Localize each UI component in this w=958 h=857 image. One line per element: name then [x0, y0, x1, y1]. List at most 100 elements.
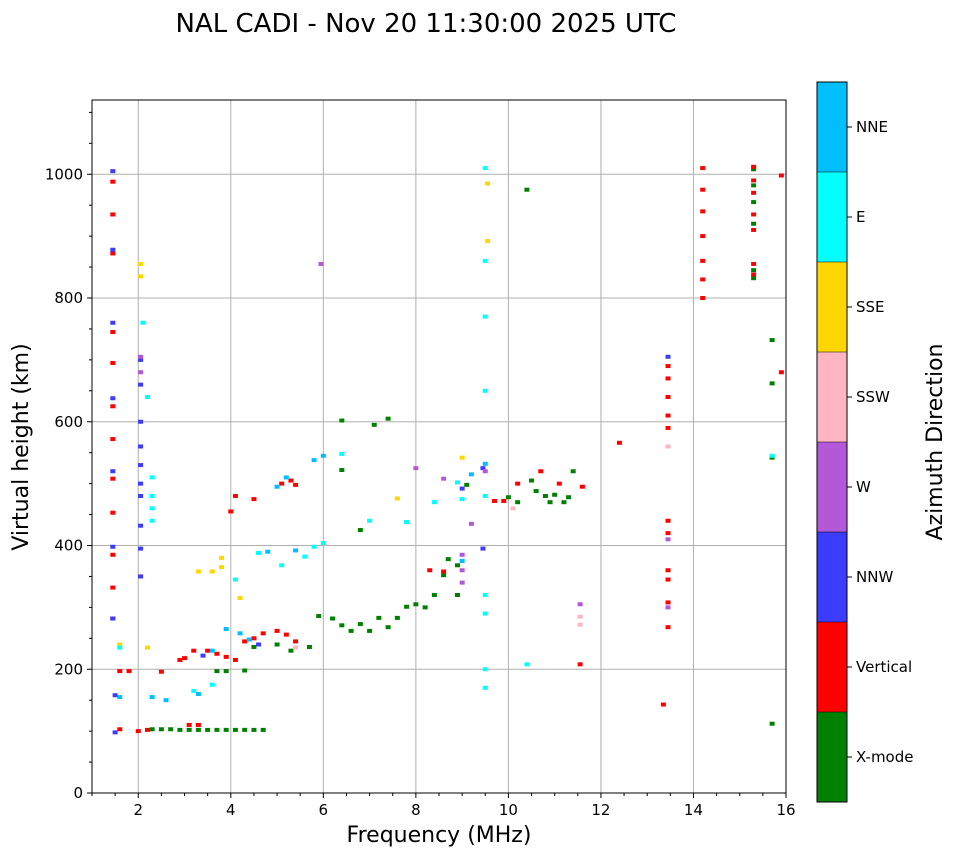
- data-point: [339, 418, 345, 423]
- data-point: [237, 631, 243, 636]
- grid-lines: [92, 100, 786, 793]
- data-point: [468, 521, 474, 526]
- data-point: [228, 509, 234, 514]
- series-sse: [117, 181, 491, 650]
- data-point: [482, 611, 488, 616]
- data-point: [110, 169, 116, 174]
- data-point: [279, 481, 285, 486]
- data-point: [260, 727, 266, 732]
- data-point: [357, 622, 363, 627]
- data-point: [441, 476, 447, 481]
- x-axis-ticks: 2 4 6 8 10 12 14 16: [91, 793, 796, 819]
- data-point: [751, 178, 757, 183]
- data-point: [265, 549, 271, 554]
- data-point: [339, 451, 345, 456]
- data-point: [538, 469, 544, 474]
- data-point: [110, 437, 116, 442]
- data-point: [348, 628, 354, 633]
- data-point: [223, 627, 229, 632]
- data-point: [112, 693, 118, 698]
- data-point: [459, 497, 465, 502]
- data-point: [110, 396, 116, 401]
- data-point: [505, 495, 511, 500]
- data-point: [320, 541, 326, 546]
- data-point: [339, 468, 345, 473]
- data-point: [110, 360, 116, 365]
- data-point: [700, 296, 706, 300]
- data-point: [482, 258, 488, 263]
- data-point: [459, 580, 465, 585]
- data-point: [145, 395, 151, 399]
- data-point: [242, 727, 248, 732]
- data-point: [431, 593, 437, 597]
- data-point: [665, 413, 671, 418]
- data-point: [186, 722, 192, 727]
- data-point: [214, 669, 220, 674]
- data-point: [455, 563, 461, 568]
- data-point: [138, 382, 144, 387]
- data-point: [223, 654, 229, 659]
- data-point: [700, 258, 706, 263]
- data-point: [501, 498, 507, 503]
- colorbar-segment: [817, 442, 847, 532]
- data-point: [200, 653, 206, 658]
- data-point: [480, 546, 486, 551]
- data-point: [205, 648, 211, 653]
- data-point: [110, 476, 116, 481]
- data-point: [138, 419, 144, 424]
- data-point: [214, 727, 220, 732]
- data-point: [110, 247, 116, 252]
- data-point: [306, 644, 312, 649]
- colorbar-segment: [817, 352, 847, 442]
- data-point: [769, 453, 775, 458]
- data-point: [482, 593, 488, 597]
- data-point: [482, 469, 488, 474]
- data-point: [117, 645, 123, 650]
- y-axis-ticks: 0 200 400 600 800 1000: [45, 111, 92, 802]
- data-point: [318, 261, 324, 266]
- data-point: [126, 669, 132, 674]
- data-point: [577, 662, 583, 667]
- data-point: [138, 463, 144, 468]
- data-point: [769, 381, 775, 386]
- colorbar-tick-label: Vertical: [856, 658, 912, 676]
- data-point: [769, 338, 775, 343]
- data-point: [561, 500, 567, 505]
- data-point: [524, 187, 530, 192]
- data-point: [422, 605, 428, 610]
- data-point: [404, 519, 410, 524]
- data-point: [191, 648, 197, 653]
- data-point: [665, 577, 671, 582]
- y-tick-label: 200: [54, 660, 83, 678]
- data-point: [660, 702, 666, 707]
- x-tick-label: 8: [411, 801, 421, 819]
- data-point: [288, 648, 294, 653]
- data-point: [237, 596, 243, 601]
- data-point: [482, 166, 488, 171]
- data-point: [413, 602, 419, 607]
- data-point: [138, 357, 144, 362]
- data-point: [464, 482, 470, 487]
- data-point: [112, 730, 118, 735]
- data-point: [138, 261, 144, 266]
- data-point: [138, 574, 144, 579]
- data-point: [413, 466, 419, 471]
- data-point: [223, 727, 229, 732]
- x-axis-label: Frequency (MHz): [347, 823, 532, 848]
- data-point: [149, 475, 155, 480]
- colorbar-tick-label: X-mode: [856, 748, 913, 766]
- data-point: [485, 239, 491, 244]
- series-nne: [117, 453, 488, 703]
- data-point: [459, 568, 465, 573]
- data-point: [566, 495, 572, 500]
- data-point: [110, 469, 116, 474]
- data-point: [751, 190, 757, 195]
- data-point: [751, 221, 757, 226]
- data-point: [117, 695, 123, 700]
- data-point: [251, 497, 257, 502]
- data-point: [110, 179, 116, 184]
- data-point: [482, 685, 488, 690]
- colorbar-segment: [817, 82, 847, 172]
- data-point: [209, 569, 215, 574]
- data-point: [274, 628, 280, 633]
